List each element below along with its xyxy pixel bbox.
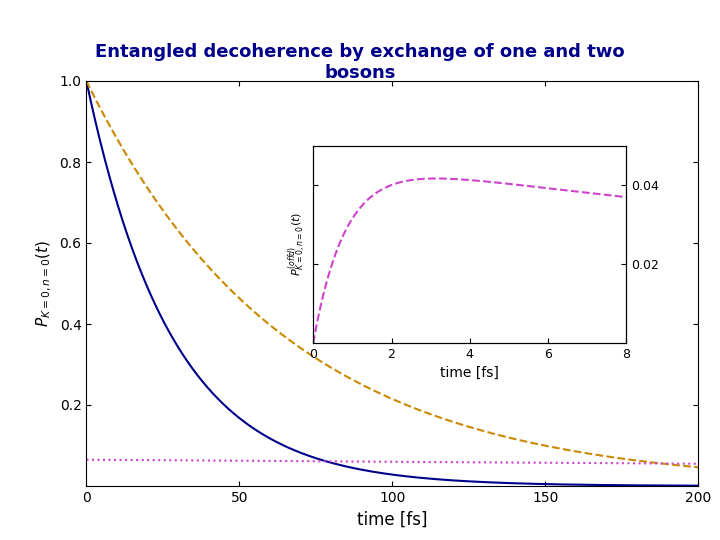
Y-axis label: $P_{K=0,n=0}(t)$: $P_{K=0,n=0}(t)$ [35, 240, 54, 327]
X-axis label: time [fs]: time [fs] [357, 510, 428, 529]
Text: Entangled decoherence by exchange of one and two
bosons: Entangled decoherence by exchange of one… [95, 43, 625, 82]
Y-axis label: $P^{(offd)}_{K=0,n=0}(t)$: $P^{(offd)}_{K=0,n=0}(t)$ [287, 212, 309, 276]
X-axis label: time [fs]: time [fs] [441, 366, 499, 380]
